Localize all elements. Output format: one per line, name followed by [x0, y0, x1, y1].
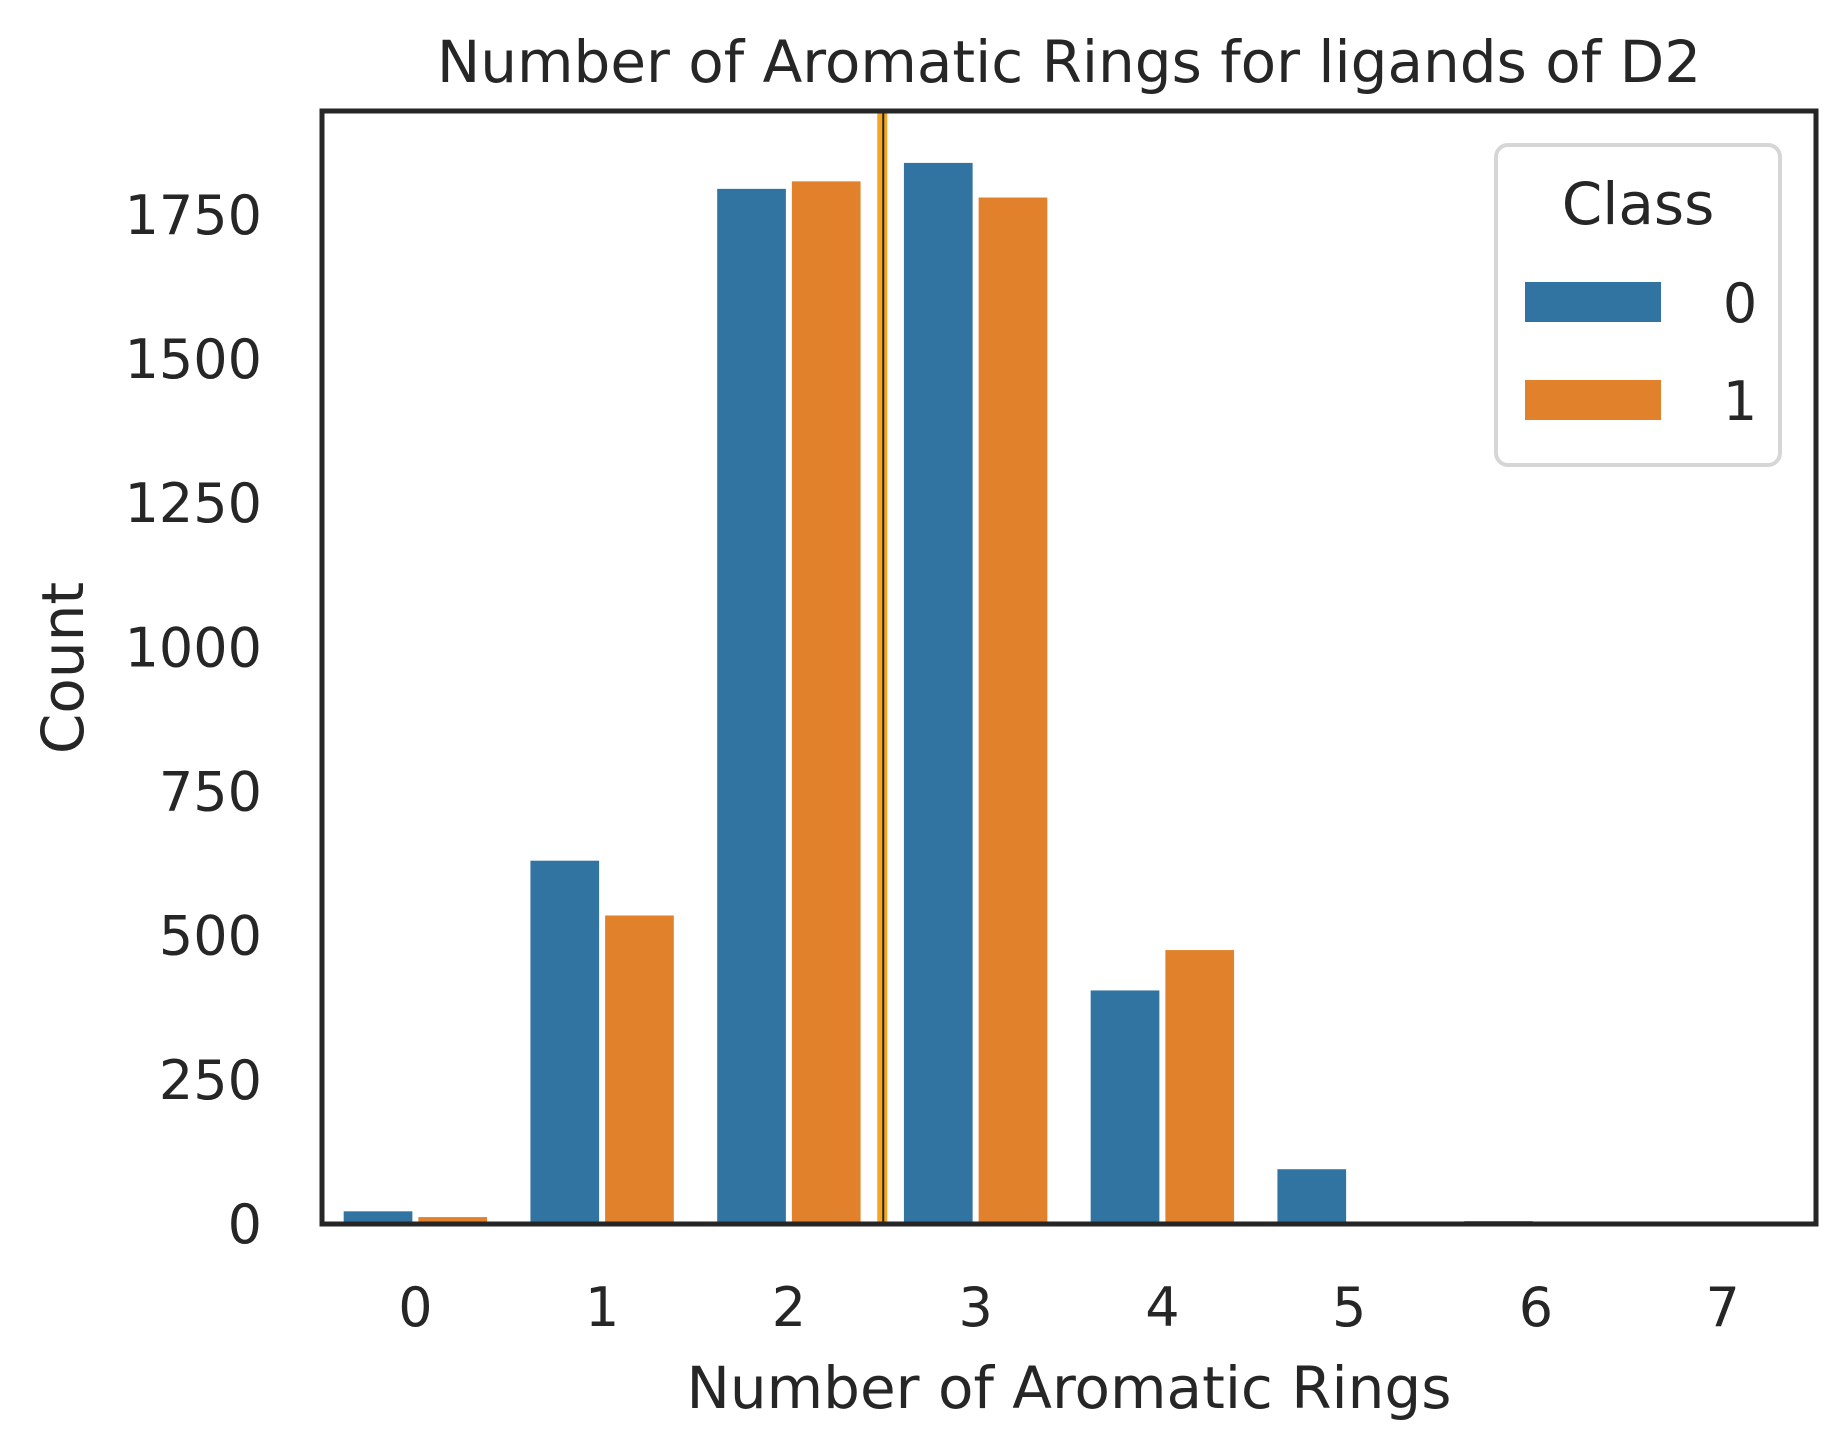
legend-swatch-class-0	[1525, 282, 1661, 322]
x-tick-label: 5	[1332, 1276, 1366, 1339]
bar-class-0-rings-4	[1090, 990, 1160, 1224]
legend-label-class-1: 1	[1723, 370, 1757, 433]
y-tick-label: 500	[159, 905, 262, 968]
bar-class-1-rings-4	[1165, 950, 1235, 1224]
y-tick-label: 0	[228, 1193, 262, 1256]
x-tick-label: 0	[398, 1276, 432, 1339]
bar-class-0-rings-2	[717, 188, 786, 1225]
x-axis-label: Number of Aromatic Rings	[687, 1354, 1452, 1422]
y-tick-label: 1250	[125, 472, 262, 535]
bar-class-1-rings-0	[418, 1217, 488, 1224]
y-tick-label: 750	[159, 760, 262, 823]
legend-label-class-0: 0	[1723, 272, 1757, 335]
bar-class-1-rings-2	[791, 181, 861, 1224]
legend-title: Class	[1562, 170, 1715, 238]
x-tick-label: 4	[1145, 1276, 1179, 1339]
x-tick-label: 6	[1519, 1276, 1553, 1339]
x-tick-label: 2	[772, 1276, 806, 1339]
chart-title: Number of Aromatic Rings for ligands of …	[437, 28, 1701, 96]
plot-frame	[319, 108, 1819, 1227]
x-tick-label: 1	[585, 1276, 619, 1339]
bar-class-0-rings-1	[530, 860, 600, 1224]
reference-lines	[877, 111, 888, 1224]
bar-class-1-rings-1	[605, 915, 674, 1224]
x-axis-ticks: 0 1 2 3 4 5 6 7	[398, 1276, 1740, 1339]
y-tick-label: 1750	[125, 184, 262, 247]
bar-class-0-rings-0	[343, 1211, 413, 1224]
y-axis-label: Count	[29, 582, 97, 754]
y-tick-label: 1500	[125, 328, 262, 391]
y-tick-label: 1000	[125, 616, 262, 679]
bar-class-0-rings-3	[903, 162, 973, 1224]
bars	[343, 162, 1533, 1225]
x-tick-label: 3	[958, 1276, 992, 1339]
bar-class-0-rings-5	[1277, 1169, 1347, 1224]
bar-class-1-rings-3	[978, 197, 1048, 1225]
legend: Class 0 1	[1494, 143, 1782, 467]
x-tick-label: 7	[1705, 1276, 1739, 1339]
y-axis-ticks: 0 250 500 750 1000 1250 1500 1750	[125, 184, 262, 1256]
legend-swatch-class-1	[1525, 380, 1661, 420]
y-tick-label: 250	[159, 1049, 262, 1112]
